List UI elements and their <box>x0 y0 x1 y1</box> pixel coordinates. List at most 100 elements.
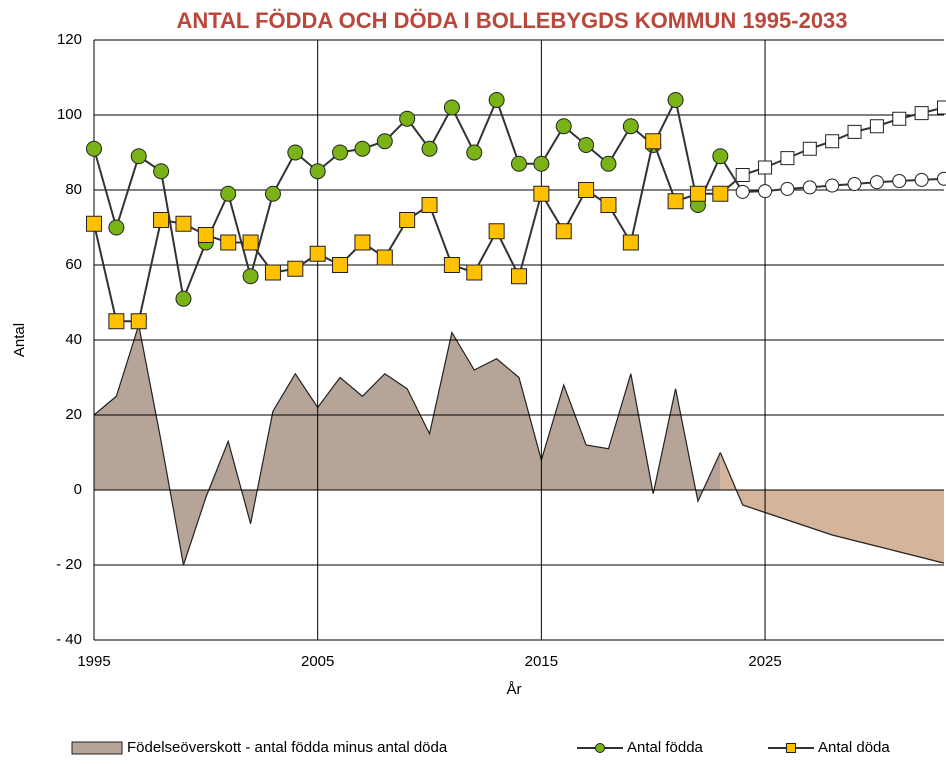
marker <box>645 133 662 150</box>
marker <box>197 227 214 243</box>
legend-marker <box>786 743 796 753</box>
marker <box>175 215 192 232</box>
marker <box>175 290 192 307</box>
x-tick-label: 2025 <box>748 653 781 670</box>
x-axis-label: År <box>507 681 522 698</box>
marker <box>735 168 750 182</box>
marker <box>712 185 729 202</box>
marker <box>802 180 817 195</box>
marker <box>130 313 147 330</box>
marker <box>937 171 946 186</box>
x-tick-label: 2005 <box>301 653 334 670</box>
marker <box>847 177 862 191</box>
marker <box>555 118 572 135</box>
area <box>720 452 944 564</box>
legend-label: Födelseöverskott - antal födda minus ant… <box>127 739 448 756</box>
marker <box>914 172 929 187</box>
marker <box>108 313 125 330</box>
marker <box>399 212 416 228</box>
marker <box>443 257 460 273</box>
legend-swatch <box>71 741 123 755</box>
marker <box>780 151 795 166</box>
marker <box>466 264 483 281</box>
marker <box>354 234 371 251</box>
y-tick-label: 120 <box>57 31 82 48</box>
marker <box>511 155 527 172</box>
marker <box>600 155 617 172</box>
marker <box>153 212 170 228</box>
marker <box>421 140 438 157</box>
chart-title: ANTAL FÖDDA OCH DÖDA I BOLLEBYGDS KOMMUN… <box>176 8 847 33</box>
marker <box>622 234 639 251</box>
marker <box>332 257 349 273</box>
marker <box>667 92 684 108</box>
marker <box>264 264 281 281</box>
marker <box>869 119 884 134</box>
marker <box>578 137 595 153</box>
legend-marker <box>595 743 605 753</box>
marker <box>242 268 259 285</box>
marker <box>689 185 706 202</box>
marker <box>578 182 595 198</box>
x-tick-label: 2015 <box>525 653 558 670</box>
marker <box>443 99 460 116</box>
area-outline <box>719 452 945 564</box>
marker <box>86 215 102 232</box>
marker <box>533 155 550 172</box>
marker <box>309 163 326 180</box>
marker <box>511 268 527 285</box>
marker <box>892 111 907 126</box>
marker <box>712 148 729 165</box>
marker <box>488 223 505 240</box>
marker <box>892 174 907 188</box>
marker <box>421 197 438 213</box>
y-tick-label: 20 <box>65 406 82 423</box>
marker <box>802 141 817 156</box>
marker <box>466 144 483 161</box>
marker <box>780 181 795 196</box>
marker <box>937 100 946 115</box>
marker <box>869 175 884 190</box>
legend-label: Antal döda <box>818 739 890 756</box>
y-tick-label: - 40 <box>56 631 82 648</box>
marker <box>488 92 505 108</box>
y-tick-label: 40 <box>65 331 82 348</box>
area-outline <box>93 324 721 566</box>
marker <box>758 160 773 175</box>
marker <box>735 184 750 199</box>
y-axis-label: Antal <box>11 323 28 357</box>
marker <box>555 223 572 240</box>
marker <box>130 148 147 165</box>
marker <box>354 140 371 157</box>
marker <box>153 163 170 180</box>
legend-label: Antal födda <box>627 739 704 756</box>
y-tick-label: 100 <box>57 106 82 123</box>
marker <box>622 118 639 135</box>
marker <box>758 184 773 199</box>
marker <box>600 197 617 213</box>
area <box>94 325 721 565</box>
marker <box>533 185 550 202</box>
marker <box>86 140 102 157</box>
marker <box>220 234 237 251</box>
marker <box>287 260 304 277</box>
marker <box>847 124 862 139</box>
marker <box>242 234 259 251</box>
marker <box>825 134 840 149</box>
y-tick-label: - 20 <box>56 556 82 573</box>
marker <box>376 249 393 266</box>
marker <box>332 144 349 161</box>
x-tick-label: 1995 <box>77 653 110 670</box>
marker <box>399 110 416 127</box>
marker <box>220 185 237 202</box>
marker <box>667 193 684 210</box>
y-tick-label: 0 <box>74 481 82 498</box>
y-tick-label: 60 <box>65 256 82 273</box>
marker <box>264 185 281 202</box>
marker <box>309 245 326 262</box>
marker <box>825 178 840 193</box>
marker <box>914 106 929 121</box>
marker <box>287 144 304 161</box>
y-tick-label: 80 <box>65 181 82 198</box>
